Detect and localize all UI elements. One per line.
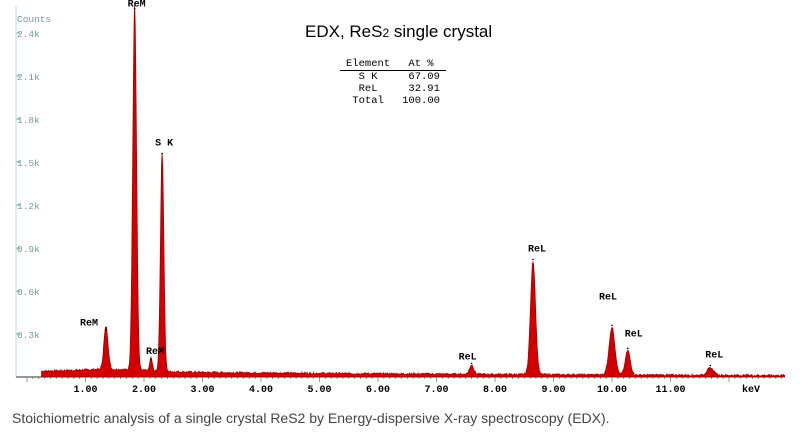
title-rest: single crystal [389,22,493,41]
peak-label: ReM [128,0,146,11]
tick-labels: 0.3k 0.6k 0.9k 1.2k 1.5k 1.8k 2.1k 2.4k Counts 1.… [17,14,760,396]
title-main: EDX, ReS [305,22,383,41]
peak-point [611,324,613,327]
element-cell: ReL [358,83,378,95]
peak-label: S K [155,138,173,149]
table-row: ReL 32.91 [340,83,446,95]
column-header: Element [340,58,397,71]
edx-figure: 0.3k 0.6k 0.9k 1.2k 1.5k 1.8k 2.1k 2.4k Counts 1.… [15,0,786,396]
peak-point [105,328,107,331]
y-tick-label: 1.8k [17,115,40,126]
x-tick-label: 1.00 [73,385,97,396]
y-tick-label: 0.3k [17,330,40,341]
composition-table: Element At % S K 67.09 ReL 32.91 Total 1… [340,58,446,107]
x-tick-label: 8.00 [483,385,507,396]
peak-point [161,152,163,155]
x-tick-label: 11.00 [655,385,685,396]
x-axis-label: keV [742,384,760,396]
x-tick-label: 4.00 [249,385,273,396]
y-tick-label: 0.9k [17,244,40,255]
title-subscript: 2 [382,26,390,40]
y-tick-label: 1.5k [17,158,40,169]
y-axis-label: Counts [17,14,51,25]
peak-point [470,362,473,365]
table-header-row: Element At % [340,58,446,71]
figure-caption: Stoichiometric analysis of a single crys… [12,410,610,426]
peak-label: ReM [146,347,164,358]
peak-point [709,364,712,367]
peak-label: ReL [705,351,723,362]
peak-label: ReL [459,352,477,363]
y-tick-label: 0.6k [17,287,40,298]
atomic-percent-cell: 67.09 [408,71,440,83]
peak-label: ReL [528,244,546,255]
element-cell: Total [352,95,384,107]
peak-point [133,7,136,10]
table-row: S K 67.09 [340,71,446,84]
peak-label: ReL [599,292,617,303]
y-tick-label: 1.2k [17,201,40,212]
x-tick-label: 3.00 [190,385,214,396]
spectrum-area [41,5,786,378]
x-tick-label: 10.00 [597,385,627,396]
edx-spectrum-chart: 0.3k 0.6k 0.9k 1.2k 1.5k 1.8k 2.1k 2.4k Counts 1.… [15,0,786,396]
chart-title: EDX, ReS2 single crystal [305,22,492,42]
peak-point [532,258,534,261]
atomic-percent-cell: 100.00 [402,95,440,107]
peak-label: ReL [625,329,643,340]
x-tick-label: 5.00 [307,385,331,396]
peak-point [626,347,629,350]
peak-label: ReM [80,319,98,330]
x-tick-label: 2.00 [132,385,156,396]
y-tick-label: 2.1k [17,72,40,83]
x-tick-label: 6.00 [366,385,390,396]
x-tick-label: 7.00 [424,385,448,396]
x-tick-label: 9.00 [541,385,565,396]
table-row: Total 100.00 [340,95,446,107]
peak-point [150,359,152,361]
atomic-percent-cell: 32.91 [408,83,440,95]
element-cell: S K [358,71,378,83]
column-header: At % [396,58,446,71]
y-tick-label: 2.4k [17,29,40,40]
spectrum-series [41,5,786,378]
